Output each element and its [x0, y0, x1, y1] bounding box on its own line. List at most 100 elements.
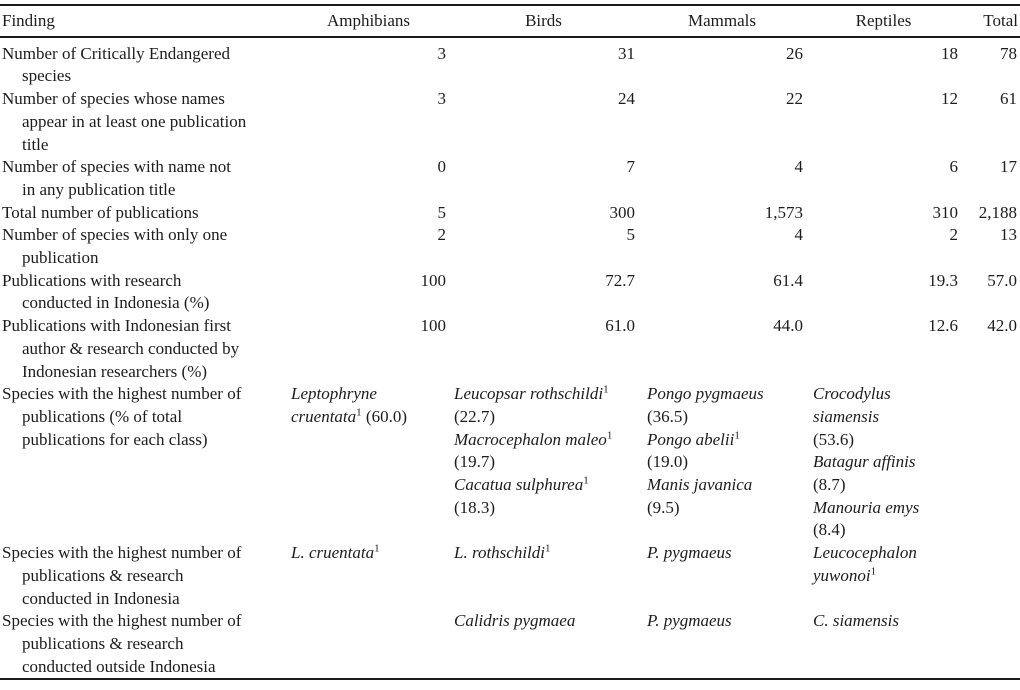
footnote-marker: 1: [356, 406, 362, 419]
column-header-amphibians: Amphibians: [288, 5, 449, 38]
table-row: Number of Critically Endangered species 3 3…: [0, 37, 1020, 88]
total-cell: [961, 383, 1020, 542]
finding-text-line: Species with the highest number of: [2, 384, 242, 404]
footnote-marker: 1: [606, 429, 613, 441]
species-text-line: (36.5): [647, 406, 806, 429]
species-text-line: Pongo pygmaeus: [647, 383, 806, 406]
amphibians-cell: 3: [437, 89, 447, 109]
mammals-cell: 61.4: [773, 270, 803, 290]
finding-text-line: publications & research: [22, 565, 184, 585]
species-name: L. rothschildi: [454, 543, 545, 563]
finding-cell: Publications with Indonesian first author…: [0, 315, 288, 383]
amphibians-cell: 100: [420, 316, 447, 336]
mammals-cell: 1,573: [764, 202, 803, 222]
table-row: Species with the highest number of public…: [0, 383, 1020, 542]
total-cell: 13: [1000, 225, 1017, 245]
amphibians-cell: 0: [437, 157, 447, 177]
species-text-line: Macrocephalon maleo1: [454, 429, 638, 452]
reptiles-cell: 310: [932, 202, 959, 222]
finding-text-line: Species with the highest number of: [2, 611, 242, 631]
species-text-line: Leptophryne: [291, 383, 449, 406]
species-name: P. pygmaeus: [647, 611, 732, 631]
reptiles-cell: 6: [949, 157, 959, 177]
species-name: Pongo pygmaeus: [647, 384, 764, 404]
reptiles-cell: 18: [941, 43, 958, 63]
species-name: Batagur affinis: [813, 452, 916, 472]
birds-cell: 72.7: [605, 270, 635, 290]
table-row: Publications with research conducted in I…: [0, 270, 1020, 315]
percentage-value: (22.7): [454, 406, 496, 426]
percentage-value: (18.3): [454, 497, 496, 517]
reptiles-cell: Crocodylus siamensis (53.6) Batagur affinis…: [806, 383, 961, 542]
finding-text-line: Number of species with only one: [2, 225, 228, 245]
finding-cell: Total number of publications: [0, 202, 288, 225]
amphibians-cell: 5: [437, 202, 447, 222]
table-header-row: Finding Amphibians Birds Mammals Reptiles Tot…: [0, 5, 1020, 38]
finding-text-line: Publications with research: [2, 270, 182, 290]
amphibians-cell: Leptophryne cruentata1 (60.0): [288, 383, 449, 542]
finding-text-line: conducted in Indonesia (%): [22, 293, 210, 313]
species-name: Cacatua sulphurea: [454, 475, 584, 495]
species-name: Calidris pygmaea: [454, 611, 576, 631]
species-name: C. siamensis: [813, 611, 899, 631]
finding-text-line: Species with the highest number of: [2, 543, 242, 563]
total-cell: 42.0: [987, 316, 1017, 336]
species-name: Manis javanica: [647, 475, 753, 495]
finding-text-line: Publications with Indonesian first: [2, 316, 232, 336]
species-text-line: (18.3): [454, 497, 638, 520]
species-text-line: cruentata1 (60.0): [291, 406, 449, 429]
total-cell: [961, 542, 1020, 610]
finding-cell: Species with the highest number of public…: [0, 383, 288, 542]
species-name: Leptophryne: [291, 384, 377, 404]
amphibians-cell: [288, 610, 449, 679]
reptiles-cell: 12.6: [928, 316, 958, 336]
finding-cell: Number of species whose names appear in a…: [0, 88, 288, 156]
table-row: Number of species with only one publicati…: [0, 224, 1020, 269]
species-text-line: Cacatua sulphurea1: [454, 474, 638, 497]
birds-cell: 5: [626, 225, 636, 245]
total-cell: 2,188: [978, 202, 1017, 222]
finding-text-line: species: [22, 66, 72, 86]
footnote-marker: 1: [734, 429, 740, 441]
species-text-line: Leucocephalon: [813, 542, 961, 565]
mammals-cell: 26: [786, 43, 803, 63]
species-name: Macrocephalon maleo: [454, 429, 607, 449]
table-row: Number of species whose names appear in a…: [0, 88, 1020, 156]
percentage-value: (8.4): [813, 520, 846, 540]
amphibians-cell: 100: [420, 270, 447, 290]
finding-text-line: publication: [22, 248, 99, 268]
birds-cell: 24: [618, 89, 635, 109]
percentage-value: (53.6): [813, 429, 855, 449]
species-text-line: C. siamensis: [813, 610, 961, 633]
finding-cell: Number of species with only one publicati…: [0, 224, 288, 269]
species-name: cruentata: [291, 406, 357, 426]
species-text-line: (53.6): [813, 429, 961, 452]
finding-text-line: appear in at least one publication: [22, 111, 247, 131]
reptiles-cell: 19.3: [928, 270, 958, 290]
reptiles-cell: C. siamensis: [806, 610, 961, 679]
column-header-total: Total: [961, 5, 1020, 38]
birds-cell: Leucopsar rothschildi1 (22.7) Macrocephalo…: [449, 383, 638, 542]
reptiles-cell: Leucocephalon yuwonoi1: [806, 542, 961, 610]
species-text-line: Batagur affinis: [813, 451, 961, 474]
finding-text-line: title: [22, 134, 49, 154]
species-name: Leucopsar rothschildi: [454, 384, 604, 404]
species-text-line: (9.5): [647, 497, 806, 520]
species-name: Leucocephalon: [813, 543, 917, 563]
species-text-line: P. pygmaeus: [647, 610, 806, 633]
finding-text-line: conducted in Indonesia: [22, 588, 180, 608]
percentage-value: (19.7): [454, 452, 496, 472]
finding-cell: Species with the highest number of public…: [0, 542, 288, 610]
total-cell: 61: [1000, 89, 1017, 109]
footnote-marker: 1: [603, 383, 609, 396]
species-text-line: (8.4): [813, 519, 961, 542]
finding-text-line: publications (% of total: [22, 406, 183, 426]
table-row: Number of species with name not in any pu…: [0, 156, 1020, 201]
table-header: Finding Amphibians Birds Mammals Reptiles Tot…: [0, 5, 1020, 38]
finding-text-line: Indonesian researchers (%): [22, 361, 208, 381]
species-text-line: (22.7): [454, 406, 638, 429]
species-text-line: Pongo abelii1: [647, 429, 806, 452]
column-header-finding: Finding: [0, 5, 288, 38]
species-name: P. pygmaeus: [647, 543, 732, 563]
